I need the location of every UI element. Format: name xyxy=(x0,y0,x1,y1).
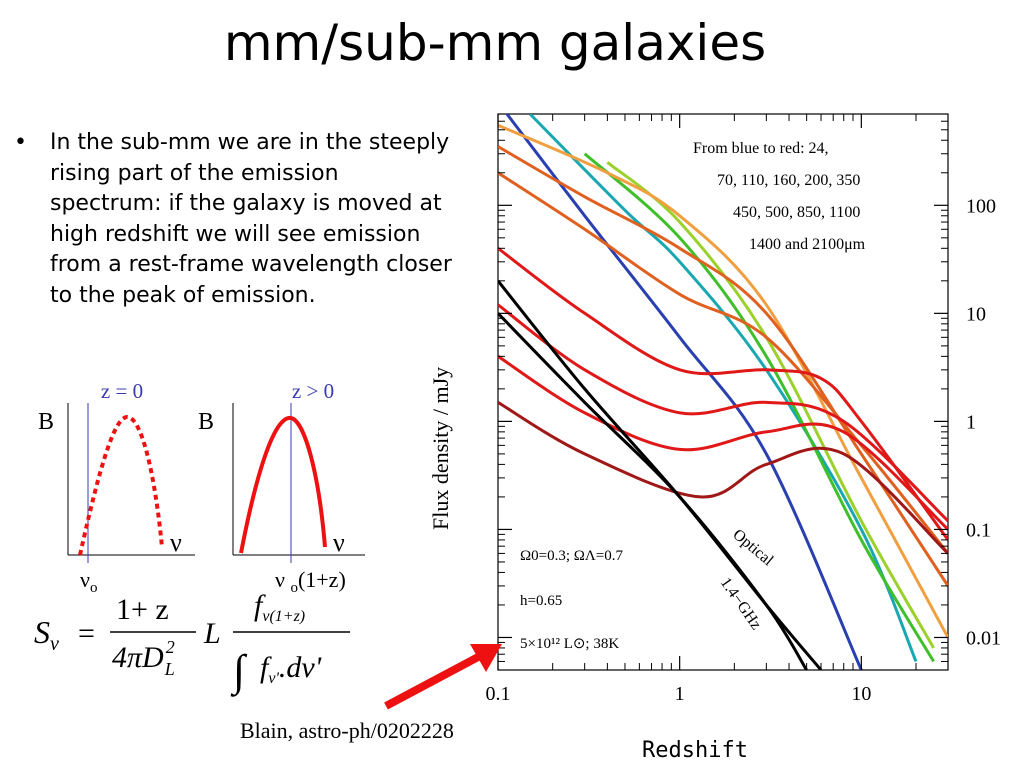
sketch-label-zgt0: z > 0 xyxy=(292,379,334,403)
formula-denominator: 4πD 2 L xyxy=(112,637,175,679)
legend-line-1: From blue to red: 24, xyxy=(693,140,829,157)
series-line-darkorange xyxy=(498,171,948,555)
sketch-tick-nu0-shifted: ν o(1+z) xyxy=(275,567,346,595)
legend-line-2: 70, 110, 160, 200, 350 xyxy=(717,172,860,189)
x-tick-label: 0.1 xyxy=(486,683,511,705)
chart-ylabel: Flux density / mJy xyxy=(428,367,453,530)
series-line-lightgreen xyxy=(606,161,935,649)
sketch-x-label: ν xyxy=(333,528,345,557)
y-tick-label: 10 xyxy=(966,303,986,325)
y-tick-label: 0.1 xyxy=(966,519,991,541)
sketch-y-label: B xyxy=(198,409,214,435)
bullet-text: In the sub-mm we are in the steeply risi… xyxy=(50,130,452,308)
sketch-tick-nu0: νo xyxy=(80,567,97,595)
spectrum-curve-dashed xyxy=(78,415,164,556)
y-tick-label: 100 xyxy=(966,195,996,217)
citation: Blain, astro-ph/0202228 xyxy=(240,718,454,743)
legend-line-3: 450, 500, 850, 1100 xyxy=(733,204,860,221)
arrow-shaft xyxy=(384,652,482,710)
x-tick-label: 10 xyxy=(851,683,871,705)
series-line-red xyxy=(498,355,948,531)
annotation-radio: 1.4−GHz xyxy=(717,575,765,633)
sketch-zgt0: z > 0 B ν ν o(1+z) xyxy=(198,379,365,595)
flux-redshift-chart: 0.1 1 10 100 10 1 0.1 0.01 Redshift Flux densit… xyxy=(428,113,1001,763)
series-line-darkred xyxy=(498,401,948,555)
formula-f-num: fν(1+z) xyxy=(254,589,305,625)
y-tick-label: 0.01 xyxy=(966,627,1001,649)
arrow-head xyxy=(470,644,502,672)
y-tick-label: 1 xyxy=(966,411,976,433)
formula-numerator: 1+ z xyxy=(116,593,169,626)
param-h: h=0.65 xyxy=(520,593,562,609)
formula-lhs: Sν xyxy=(34,614,59,655)
series-line-black xyxy=(498,312,808,670)
series-line-teal xyxy=(528,114,918,662)
param-luminosity: 5×10¹² L⊙; 38K xyxy=(520,636,619,652)
red-arrow xyxy=(384,644,502,710)
bullet-marker: • xyxy=(14,130,27,155)
series-line-blue xyxy=(505,114,863,670)
flux-formula: Sν = 1+ z 4πD 2 L L fν(1+z) ∫ fν'.dν' xyxy=(34,589,350,697)
sketch-label-z0: z = 0 xyxy=(101,379,143,403)
series-line-red xyxy=(498,247,948,541)
plot-frame xyxy=(497,113,949,671)
formula-luminosity: L xyxy=(203,617,221,650)
chart-xlabel: Redshift xyxy=(642,738,748,763)
slide-title: mm/sub-mm galaxies xyxy=(223,14,767,72)
series-line-green xyxy=(583,152,935,663)
series-line-orange xyxy=(498,123,948,639)
param-cosmology: Ω0=0.3; ΩΛ=0.7 xyxy=(520,548,624,564)
sketch-y-label: B xyxy=(38,409,54,435)
formula-integral: ∫ xyxy=(230,646,248,697)
x-tick-label: 1 xyxy=(675,683,685,705)
sketch-z0: z = 0 B ν νo xyxy=(38,379,195,595)
legend-line-4: 1400 and 2100μm xyxy=(749,236,866,253)
sketch-x-label: ν xyxy=(170,528,182,557)
formula-f-den: fν'.dν' xyxy=(260,651,322,687)
formula-equals: = xyxy=(78,617,95,650)
series-line-red xyxy=(498,303,948,522)
spectrum-curve-solid xyxy=(239,415,327,554)
